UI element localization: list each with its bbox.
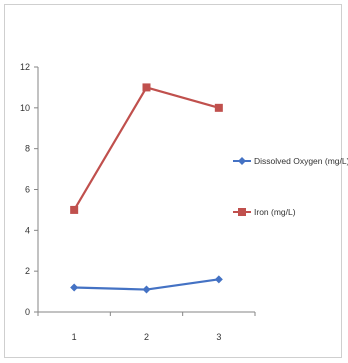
legend-item: Iron (mg/L) — [233, 207, 296, 217]
series-dissolved-oxygen-mg-l — [70, 275, 223, 294]
data-point — [70, 205, 79, 214]
y-tick-label: 10 — [20, 103, 30, 113]
x-axis-ticks: 1 2 3 — [37, 312, 256, 342]
y-tick-label: 0 — [25, 307, 30, 317]
legend-label: Iron (mg/L) — [254, 207, 296, 217]
y-tick-label: 2 — [25, 266, 30, 276]
series-iron-mg-l — [70, 83, 223, 214]
x-tick-label: 2 — [144, 332, 149, 342]
legend-item: Dissolved Oxygen (mg/L) — [233, 156, 348, 166]
y-tick-label: 8 — [25, 144, 30, 154]
legend-swatch-marker — [238, 208, 246, 216]
x-tick-label: 3 — [216, 332, 221, 342]
legend-label: Dissolved Oxygen (mg/L) — [254, 156, 348, 166]
data-point — [214, 275, 223, 284]
y-tick-label: 4 — [25, 225, 30, 235]
legend-swatch-marker — [238, 157, 246, 165]
data-point — [70, 283, 79, 292]
data-point — [214, 103, 223, 112]
chart-axes — [37, 67, 255, 313]
x-tick-label: 1 — [72, 332, 77, 342]
y-axis-ticks: 0 2 4 6 8 10 12 — [20, 62, 38, 317]
y-tick-label: 6 — [25, 185, 30, 195]
y-tick-label: 12 — [20, 62, 30, 72]
chart-legend: Dissolved Oxygen (mg/L) Iron (mg/L) — [233, 156, 348, 217]
chart-frame — [4, 4, 342, 358]
chart-series — [70, 83, 223, 294]
data-point — [142, 83, 151, 92]
series-line — [73, 86, 220, 211]
data-point — [142, 285, 151, 294]
